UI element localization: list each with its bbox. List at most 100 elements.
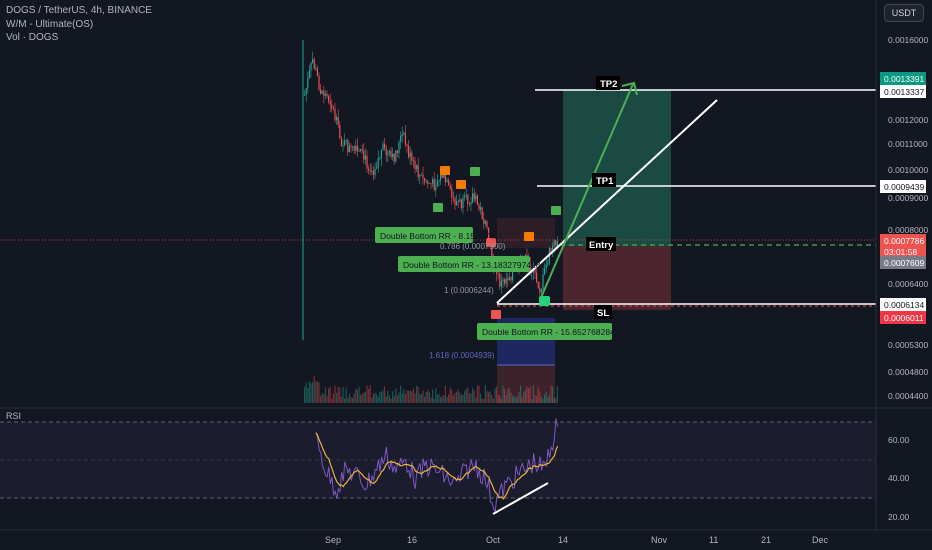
rsi-line xyxy=(315,418,559,514)
volume-title[interactable]: Vol · DOGS xyxy=(6,32,59,43)
volume-bar xyxy=(409,390,411,403)
time-axis[interactable]: Sep 16 Oct 14 Nov 11 21 Dec xyxy=(0,529,932,545)
volume-bar xyxy=(412,388,414,403)
volume-bar xyxy=(481,398,483,403)
volume-bar xyxy=(305,382,307,403)
candle-body xyxy=(305,88,307,95)
candle-body xyxy=(529,262,531,273)
candle-body xyxy=(537,282,539,289)
rsi-title[interactable]: RSI xyxy=(6,411,21,421)
candle-body xyxy=(475,195,477,200)
volume-bar xyxy=(304,386,306,403)
signal-marker-orange-2 xyxy=(456,180,466,189)
candle-body xyxy=(324,93,326,96)
volume-bar xyxy=(350,397,352,403)
indicator-title[interactable]: W/M - Ultimate(OS) xyxy=(6,19,94,30)
position-tool[interactable] xyxy=(563,90,671,310)
price-axis[interactable]: 0.0016000 0.0012000 0.0011000 0.0010000 … xyxy=(875,0,928,530)
symbol-title[interactable]: DOGS / TetherUS, 4h, BINANCE xyxy=(6,5,152,16)
volume-bar xyxy=(353,393,355,403)
volume-bar xyxy=(484,385,486,403)
volume-bar xyxy=(552,386,554,403)
rsi-pane xyxy=(0,407,932,528)
candle-body xyxy=(467,194,469,204)
volume-bar xyxy=(545,391,547,403)
volume-bar xyxy=(347,398,349,403)
volume-bar xyxy=(497,394,499,403)
time-label: Sep xyxy=(325,535,341,545)
candle-body xyxy=(540,288,542,293)
signal-marker-orange-3 xyxy=(524,232,534,241)
volume-bar xyxy=(420,394,422,403)
double-bottom-text-1: Double Bottom RR - 8.15627451 xyxy=(380,231,504,241)
candle-body xyxy=(384,143,386,149)
svg-text:0.0013391: 0.0013391 xyxy=(884,74,924,84)
double-bottom-label-2[interactable]: Double Bottom RR - 13.1832797428 xyxy=(398,256,541,272)
volume-bar xyxy=(548,395,550,403)
volume-bar xyxy=(336,392,338,403)
candle-body xyxy=(339,124,341,139)
volume-bar xyxy=(308,381,310,403)
candle-body xyxy=(310,62,312,71)
volume-bar xyxy=(488,392,490,403)
candle-body xyxy=(326,93,328,96)
currency-button[interactable]: USDT xyxy=(884,4,924,22)
price-label: 0.0010000 xyxy=(888,165,928,175)
candle-body xyxy=(468,203,470,205)
candle-body xyxy=(356,145,358,152)
volume-bar xyxy=(433,398,435,403)
candle-body xyxy=(336,117,338,121)
volume-bar xyxy=(462,394,464,403)
volume-bar xyxy=(465,389,467,403)
candle-body xyxy=(363,150,365,160)
volume-bar xyxy=(315,381,317,403)
volume-bar xyxy=(318,382,320,403)
svg-text:0.0006011: 0.0006011 xyxy=(884,313,924,323)
tp2-label: TP2 xyxy=(596,76,620,90)
fib-1-label: 1 (0.0006244) xyxy=(444,286,494,295)
candle-body xyxy=(547,262,549,265)
volume-bar xyxy=(440,396,442,403)
volume-bar xyxy=(553,397,555,403)
svg-text:Entry: Entry xyxy=(589,240,614,251)
volume-bar xyxy=(536,396,538,403)
volume-bar xyxy=(364,392,366,403)
volume-bar xyxy=(528,388,530,403)
candle-body xyxy=(334,108,336,121)
volume-bar xyxy=(435,388,437,403)
candle-body xyxy=(417,165,419,177)
double-bottom-label-3[interactable]: Double Bottom RR - 15.6527682843 xyxy=(477,323,620,340)
volume-bar xyxy=(425,391,427,403)
candle-body xyxy=(444,172,446,182)
candle-body xyxy=(348,145,350,153)
time-label: 21 xyxy=(761,535,771,545)
double-bottom-label-1[interactable]: Double Bottom RR - 8.15627451 xyxy=(375,227,504,243)
candle-body xyxy=(454,198,456,206)
volume-bar xyxy=(313,376,315,403)
volume-bars xyxy=(304,376,558,403)
candle-body xyxy=(457,201,459,203)
candle-body xyxy=(390,150,392,158)
volume-bar xyxy=(400,385,402,403)
time-label: 11 xyxy=(709,535,718,545)
volume-bar xyxy=(460,395,462,403)
volume-bar xyxy=(467,387,469,403)
candle-body xyxy=(345,139,347,141)
volume-bar xyxy=(310,383,312,403)
volume-bar xyxy=(395,388,397,403)
candle-body xyxy=(534,266,536,273)
candle-body xyxy=(500,281,502,287)
volume-bar xyxy=(430,397,432,403)
candle-body xyxy=(432,179,434,184)
volume-bar xyxy=(550,385,552,403)
volume-bar xyxy=(456,392,458,403)
volume-bar xyxy=(515,397,517,403)
candle-body xyxy=(304,94,306,96)
candle-body xyxy=(307,77,309,89)
svg-text:SL: SL xyxy=(597,308,609,319)
candle-body xyxy=(539,288,541,293)
volume-bar xyxy=(337,386,339,403)
candle-body xyxy=(465,194,467,197)
signal-marker-orange-1 xyxy=(440,166,450,175)
